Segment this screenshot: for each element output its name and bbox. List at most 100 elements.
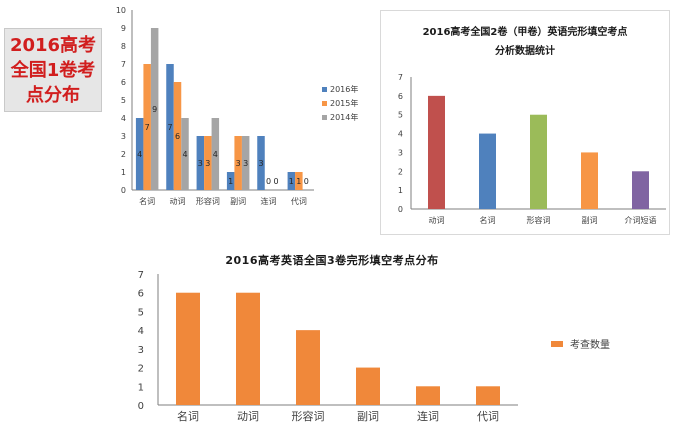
chart-3-y-tick-label: 6 xyxy=(138,289,144,300)
chart-1-data-label: 4 xyxy=(213,150,218,159)
chart-1-bar xyxy=(295,172,303,190)
chart-3-bar xyxy=(176,292,200,405)
chart-1-y-tick-label: 3 xyxy=(121,132,126,141)
chart-3-x-tick-label: 名词 xyxy=(177,409,199,423)
chart-3-y-tick-label: 0 xyxy=(138,401,144,412)
chart-1-bar xyxy=(173,82,182,190)
chart-3-legend-swatch xyxy=(551,341,563,347)
chart-1-data-label: 3 xyxy=(236,159,241,168)
chart-2-y-tick-label: 6 xyxy=(398,92,403,101)
chart-1-data-label: 4 xyxy=(137,150,142,159)
chart-3-x-tick-label: 动词 xyxy=(237,410,259,423)
chart-3-y-tick-label: 4 xyxy=(138,326,144,337)
chart-2-x-tick-label: 名词 xyxy=(480,215,496,225)
chart-1-y-tick-label: 0 xyxy=(121,186,126,195)
chart-1-bar xyxy=(181,118,189,190)
chart-1-x-tick-label: 动词 xyxy=(170,196,186,206)
chart-2-y-tick-label: 4 xyxy=(398,130,403,139)
chart-2-title: 2016高考全国2卷（甲卷）英语完形填空考点 xyxy=(423,25,628,38)
chart-1-data-label: 3 xyxy=(258,159,263,168)
chart-3-y-tick-label: 1 xyxy=(138,382,144,393)
chart-2-bar xyxy=(581,152,598,209)
chart-3-bar xyxy=(476,386,500,405)
chart-1-data-label: 0 xyxy=(304,177,309,186)
chart-1-y-tick-label: 5 xyxy=(121,96,126,105)
chart-1-data-label: 3 xyxy=(205,159,210,168)
chart-1-data-label: 3 xyxy=(198,159,203,168)
chart-1-y-tick-label: 4 xyxy=(121,114,126,123)
chart-1-y-tick-label: 7 xyxy=(121,60,126,69)
chart-1-data-label: 6 xyxy=(175,132,180,141)
chart-1-legend-swatch xyxy=(322,115,327,120)
chart-3-bar xyxy=(416,386,440,405)
chart-1-x-tick-label: 副词 xyxy=(230,197,246,206)
chart-1-bar xyxy=(143,64,151,190)
chart-1-bar xyxy=(211,118,220,190)
chart-2-y-tick-label: 0 xyxy=(398,205,403,214)
chart-1-y-tick-label: 10 xyxy=(116,6,126,15)
chart-2-bar xyxy=(632,171,649,209)
chart-1-data-label: 1 xyxy=(296,177,301,186)
chart-2-y-tick-label: 3 xyxy=(398,148,403,157)
chart-2-x-tick-label: 介词短语 xyxy=(625,215,657,225)
chart-2-x-tick-label: 形容词 xyxy=(527,215,551,225)
chart-1-bar xyxy=(196,136,205,190)
chart-1-legend-label: 2014年 xyxy=(330,112,358,122)
chart-1-legend-label: 2016年 xyxy=(330,84,358,94)
chart-1-x-tick-label: 形容词 xyxy=(196,196,220,206)
chart-3: 2016高考英语全国3卷完形填空考点分布 0 1 2 3 4 5 6 7 名词 动词 形容词 副词 连词 代… xyxy=(138,253,610,423)
chart-3-legend-label: 考查数量 xyxy=(570,338,610,351)
chart-1-y-tick-label: 2 xyxy=(121,150,126,159)
chart-1-data-label: 3 xyxy=(243,159,248,168)
chart-2-x-tick-label: 副词 xyxy=(582,216,598,225)
chart-1-y-tick-label: 6 xyxy=(121,78,126,87)
chart-3-bar xyxy=(236,292,260,405)
chart-1-data-label: 7 xyxy=(167,123,172,132)
chart-1-data-label: 1 xyxy=(289,177,294,186)
chart-1-data-label: 4 xyxy=(182,150,187,159)
chart-3-bar xyxy=(356,367,380,405)
chart-1-data-label: 9 xyxy=(152,105,157,114)
chart-1-y-tick-label: 1 xyxy=(121,168,126,177)
chart-2-bar xyxy=(428,95,445,209)
chart-3-title: 2016高考英语全国3卷完形填空考点分布 xyxy=(225,253,438,267)
chart-1-y-tick-label: 9 xyxy=(121,24,126,33)
chart-2-y-tick-label: 2 xyxy=(398,167,403,176)
chart-1-bar xyxy=(204,136,212,190)
chart-1-bar xyxy=(135,118,144,190)
chart-1-legend-swatch xyxy=(322,87,327,92)
chart-2-frame: 2016高考全国2卷（甲卷）英语完形填空考点 分析数据统计 0 1 2 3 4 5 6 7 动词 名词… xyxy=(380,10,670,235)
chart-1-bar xyxy=(166,64,174,190)
chart-1-side-title: 2016高考 全国1卷考 点分布 xyxy=(4,28,102,112)
chart-3-x-tick-label: 连词 xyxy=(417,410,439,423)
chart-1-data-label: 0 xyxy=(273,177,278,186)
chart-1-data-label: 7 xyxy=(145,123,150,132)
chart-3-y-tick-label: 3 xyxy=(138,345,144,356)
chart-1-data-label: 0 xyxy=(266,177,271,186)
chart-3-y-tick-label: 7 xyxy=(138,270,144,281)
chart-2-bar xyxy=(479,133,496,209)
chart-1-bar xyxy=(226,172,235,190)
chart-1-x-tick-label: 名词 xyxy=(139,196,155,206)
chart-2-bar xyxy=(530,114,547,209)
chart-3-x-tick-label: 形容词 xyxy=(292,409,325,423)
chart-2-y-tick-label: 1 xyxy=(398,186,403,195)
chart-1-y-tick-label: 8 xyxy=(121,42,126,51)
chart-1-bar xyxy=(150,28,159,190)
chart-2-x-tick-label: 动词 xyxy=(429,215,445,225)
chart-3-y-tick-label: 2 xyxy=(138,364,144,375)
chart-3-bar xyxy=(296,330,320,405)
chart-1-x-tick-label: 代词 xyxy=(291,196,307,206)
chart-3-x-tick-label: 代词 xyxy=(477,410,499,423)
chart-1-bar xyxy=(257,136,265,190)
chart-2-y-tick-label: 7 xyxy=(398,73,403,82)
chart-3-x-tick-label: 副词 xyxy=(357,410,379,423)
chart-3-y-tick-label: 5 xyxy=(138,307,144,318)
chart-1-x-tick-label: 连词 xyxy=(261,196,277,206)
chart-1-legend-label: 2015年 xyxy=(330,98,358,108)
chart-2-title: 分析数据统计 xyxy=(495,44,555,57)
chart-1-data-label: 1 xyxy=(228,177,233,186)
chart-2-y-tick-label: 5 xyxy=(398,111,403,120)
